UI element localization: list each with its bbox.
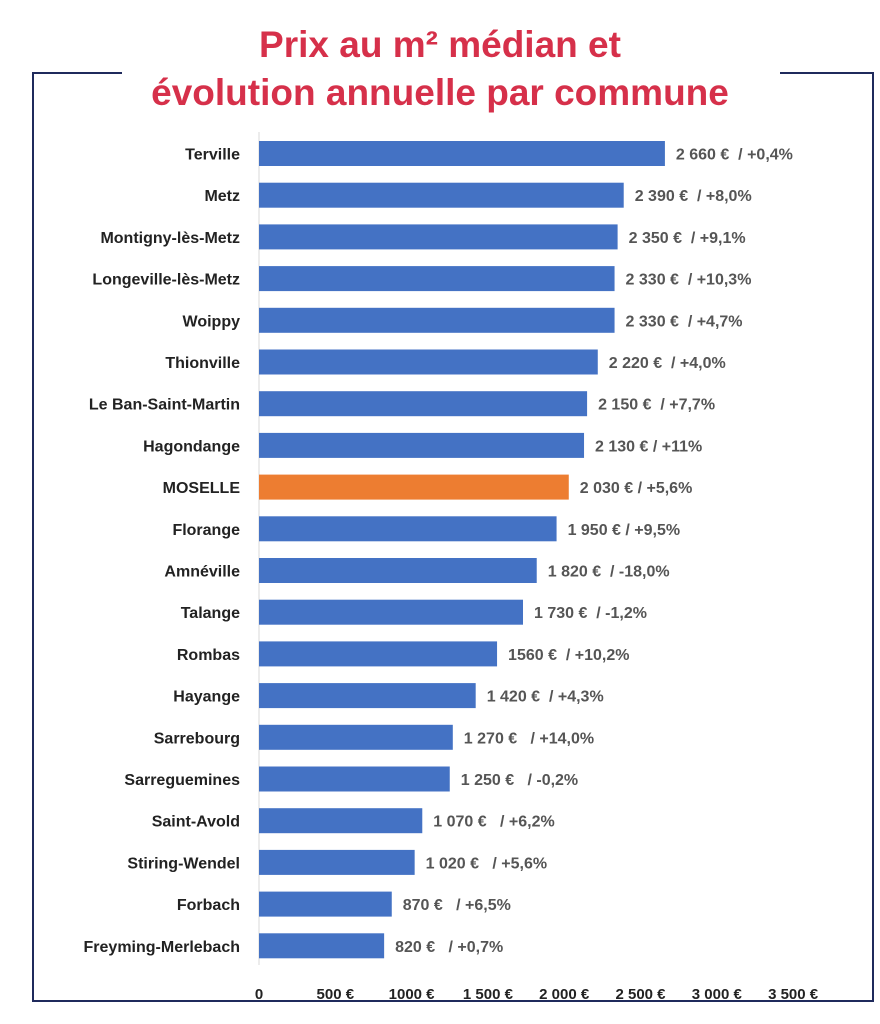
category-label-hagondange: Hagondange (143, 438, 240, 455)
data-label-sarrebourg: 1 270 € / +14,0% (464, 730, 594, 747)
data-label-sarreguemines: 1 250 € / -0,2% (461, 772, 578, 789)
bar-hayange (259, 683, 476, 709)
bar-freyming-merlebach (259, 933, 385, 959)
data-label-montigny-les-metz: 2 350 € / +9,1% (629, 230, 746, 247)
bar-montigny-les-metz (259, 224, 618, 250)
category-label-stiring-wendel: Stiring-Wendel (127, 855, 240, 872)
bar-moselle (259, 474, 569, 500)
category-label-rombas: Rombas (177, 647, 240, 664)
category-label-freyming-merlebach: Freyming-Merlebach (84, 939, 240, 956)
bar-stiring-wendel (259, 849, 415, 875)
category-label-talange: Talange (181, 605, 240, 622)
data-label-woippy: 2 330 € / +4,7% (626, 313, 743, 330)
category-label-amneville: Amnéville (164, 564, 240, 581)
data-label-talange: 1 730 € / -1,2% (534, 605, 647, 622)
data-label-moselle: 2 030 € / +5,6% (580, 480, 693, 497)
data-label-le-ban-saint-martin: 2 150 € / +7,7% (598, 397, 715, 414)
x-tick-label-1500: 1 500 € (463, 986, 514, 1003)
bar-saint-avold (259, 808, 423, 834)
data-label-florange: 1 950 € / +9,5% (568, 522, 681, 539)
data-labels-group: 2 660 € / +0,4% 2 390 € / +8,0% 2 350 € / … (395, 147, 793, 956)
chart-title-line-1: Prix au m² médian et (259, 24, 621, 65)
data-label-metz: 2 390 € / +8,0% (635, 188, 752, 205)
bar-sarreguemines (259, 766, 450, 792)
bars-group (259, 141, 665, 959)
data-label-hagondange: 2 130 € / +11% (595, 438, 702, 455)
data-label-terville: 2 660 € / +0,4% (676, 147, 793, 164)
bar-florange (259, 516, 557, 542)
category-label-le-ban-saint-martin: Le Ban-Saint-Martin (89, 397, 240, 414)
chart-title-line-2: évolution annuelle par commune (151, 72, 729, 113)
x-tick-label-3500: 3 500 € (768, 986, 819, 1003)
category-label-sarrebourg: Sarrebourg (154, 730, 240, 747)
data-label-saint-avold: 1 070 € / +6,2% (433, 814, 554, 831)
data-label-amneville: 1 820 € / -18,0% (548, 564, 670, 581)
bar-rombas (259, 641, 498, 667)
bar-hagondange (259, 432, 585, 458)
bar-longeville-les-metz (259, 266, 615, 292)
bar-forbach (259, 891, 392, 917)
data-label-thionville: 2 220 € / +4,0% (609, 355, 726, 372)
data-label-stiring-wendel: 1 020 € / +5,6% (426, 855, 547, 872)
bar-metz (259, 182, 624, 208)
category-label-terville: Terville (185, 147, 240, 164)
category-label-montigny-les-metz: Montigny-lès-Metz (100, 230, 240, 247)
category-label-saint-avold: Saint-Avold (152, 814, 240, 831)
data-label-forbach: 870 € / +6,5% (403, 897, 511, 914)
x-tick-label-2000: 2 000 € (539, 986, 590, 1003)
category-label-woippy: Woippy (183, 313, 241, 330)
bar-amneville (259, 558, 537, 583)
bar-sarrebourg (259, 724, 453, 750)
category-labels-group: Terville Metz Montigny-lès-Metz Longeville-… (84, 147, 241, 956)
category-label-longeville-les-metz: Longeville-lès-Metz (92, 272, 240, 289)
category-label-thionville: Thionville (165, 355, 240, 372)
x-tick-label-0: 0 (255, 986, 263, 1003)
category-label-sarreguemines: Sarreguemines (124, 772, 240, 789)
x-tick-label-2500: 2 500 € (615, 986, 666, 1003)
category-label-florange: Florange (172, 522, 240, 539)
data-label-rombas: 1560 € / +10,2% (508, 647, 629, 664)
title-background (122, 20, 780, 120)
bar-talange (259, 599, 523, 625)
category-label-metz: Metz (204, 188, 240, 205)
data-label-hayange: 1 420 € / +4,3% (487, 689, 604, 706)
x-tick-label-3000: 3 000 € (692, 986, 743, 1003)
bar-le-ban-saint-martin (259, 391, 588, 417)
data-label-freyming-merlebach: 820 € / +0,7% (395, 939, 503, 956)
data-label-longeville-les-metz: 2 330 € / +10,3% (626, 272, 752, 289)
x-tick-label-500: 500 € (317, 986, 355, 1003)
bar-thionville (259, 349, 598, 375)
x-tick-label-1000: 1000 € (389, 986, 436, 1003)
x-tick-labels-group: 0 500 € 1000 € 1 500 € 2 000 € 2 500 € 3 000 €… (255, 986, 819, 1003)
category-label-forbach: Forbach (177, 897, 240, 914)
category-label-moselle: MOSELLE (163, 480, 241, 497)
bar-woippy (259, 307, 615, 333)
bar-terville (259, 141, 665, 166)
category-label-hayange: Hayange (173, 689, 240, 706)
